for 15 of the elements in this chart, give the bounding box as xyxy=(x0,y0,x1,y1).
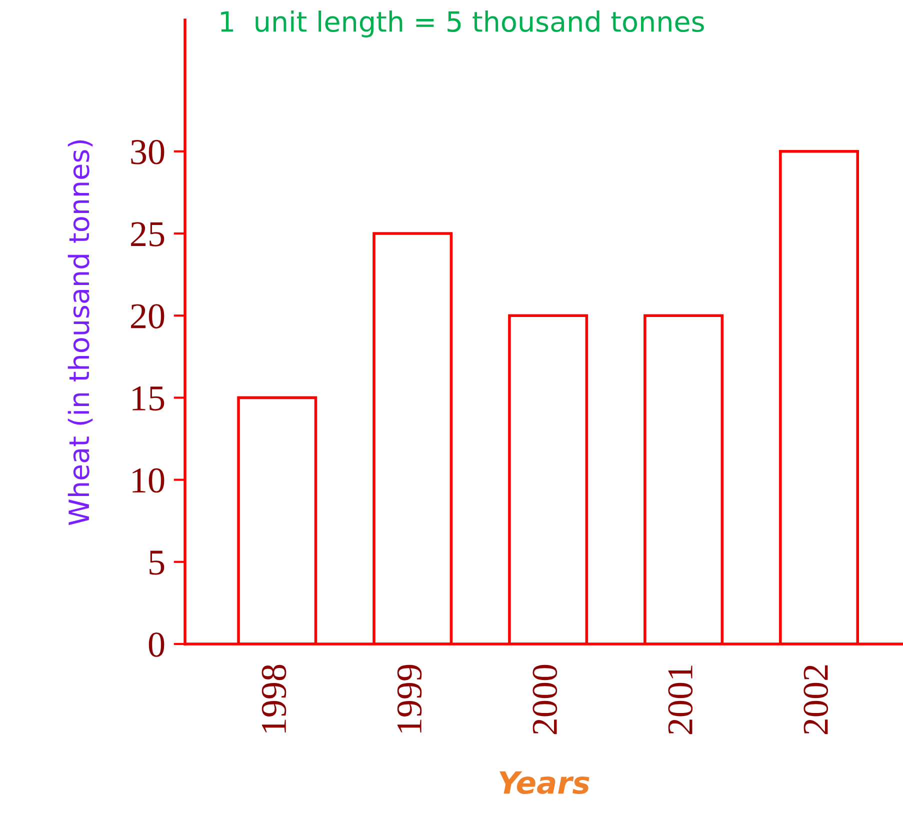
x-tick-label: 2001 xyxy=(668,666,693,734)
x-tick-label: 2000 xyxy=(532,664,558,734)
y-tick-label: 20 xyxy=(131,304,164,328)
x-axis-title: Years xyxy=(500,771,590,794)
y-tick-label: 0 xyxy=(148,632,164,657)
y-tick-label: 25 xyxy=(131,222,164,246)
x-tick-label: 1998 xyxy=(262,664,286,732)
y-tick-label: 10 xyxy=(132,468,164,493)
y-tick-label: 5 xyxy=(150,550,164,575)
x-tick-label: 1999 xyxy=(397,664,422,732)
y-tick-label: 30 xyxy=(131,140,164,164)
y-tick-label: 15 xyxy=(132,386,164,411)
y-axis-title: Wheat (in thousand tonnes) xyxy=(68,140,93,526)
annotation: 1 unit length = 5 thousand tonnes xyxy=(221,10,704,38)
x-tick-label: 2002 xyxy=(804,665,828,734)
